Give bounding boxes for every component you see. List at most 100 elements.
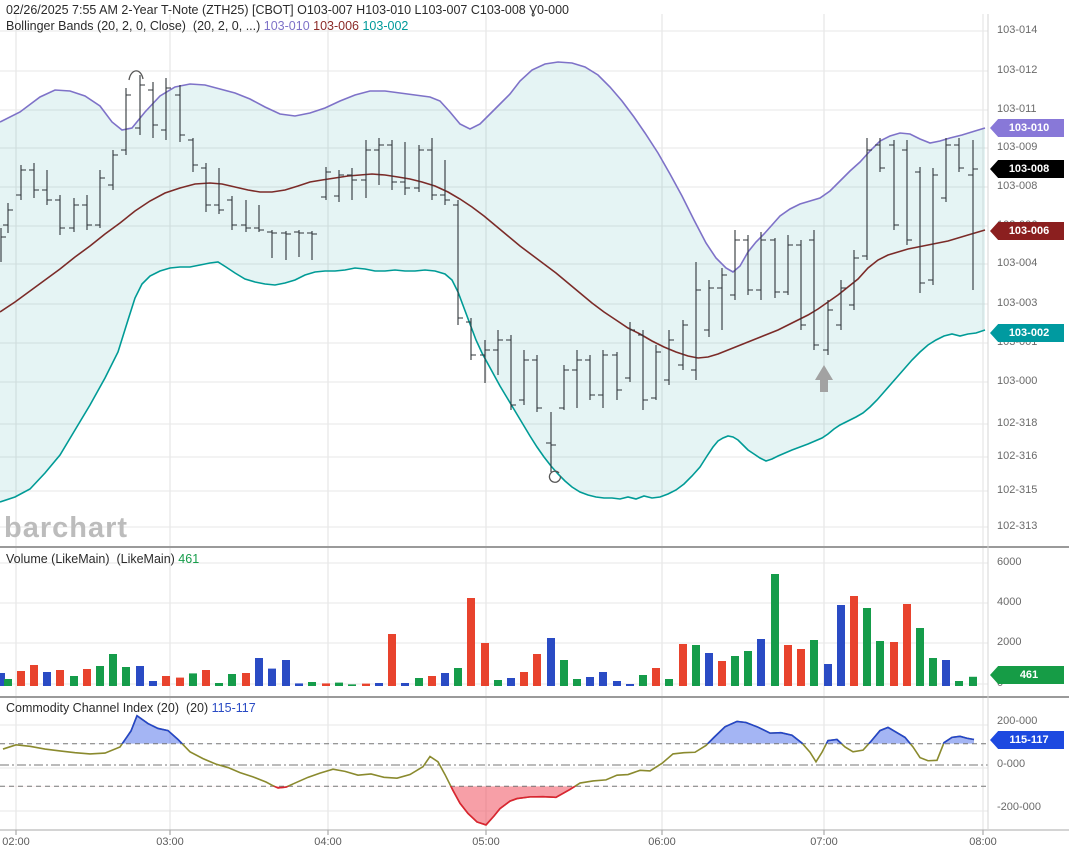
volume-bar [771, 574, 779, 686]
volume-bar [176, 677, 184, 686]
volume-bar [0, 673, 5, 686]
ohlc-bar [572, 350, 582, 408]
ohlc-bar [941, 138, 951, 202]
ohlc-bar [267, 230, 277, 258]
quote-header: 02/26/2025 7:55 AM 2-Year T-Note (ZTH25)… [6, 3, 570, 17]
y-axis-label-price: 102-318 [997, 417, 1038, 429]
ohlc-bar [414, 145, 424, 192]
y-axis-label-price: 103-008 [997, 180, 1038, 192]
cci-overbought-fill [3, 715, 974, 744]
ohlc-bar [532, 355, 542, 412]
badge-bollinger-upper: 103-010 [990, 119, 1064, 137]
y-axis-label-cci: 0-000 [997, 758, 1026, 770]
x-axis-label: 08:00 [969, 836, 997, 848]
volume-bar [837, 605, 845, 686]
volume-bar [757, 639, 765, 686]
volume-bar [573, 679, 581, 686]
volume-bar [797, 649, 805, 686]
volume-bar [295, 683, 303, 686]
cci-line-oversold [272, 786, 577, 826]
up-arrow-icon [815, 365, 833, 392]
bollinger-upper-line [0, 61, 986, 273]
ohlc-bar [0, 228, 6, 262]
ohlc-bar [135, 75, 145, 135]
ohlc-bar [875, 138, 885, 172]
ohlc-bar [400, 142, 410, 195]
ohlc-bar [16, 165, 26, 200]
ohlc-bar [175, 85, 185, 142]
cci-legend-label: Commodity Channel Index (20) (20) [6, 701, 212, 715]
ohlc-bar [493, 330, 503, 375]
ohlc-bar [889, 140, 899, 230]
volume-bar [401, 683, 409, 686]
bollinger-middle-value: 103-006 [313, 19, 359, 33]
volume-bar [415, 678, 423, 686]
volume-bar [83, 669, 91, 686]
volume-bar [969, 676, 977, 686]
volume-bar [547, 638, 555, 686]
volume-bar [639, 675, 647, 686]
ohlc-bar [188, 138, 198, 172]
y-axis-label-price: 103-009 [997, 141, 1038, 153]
volume-last-value: 461 [178, 552, 200, 566]
badge-bollinger-lower: 103-002 [990, 324, 1064, 342]
volume-bar [388, 634, 396, 686]
ohlc-bar [612, 352, 622, 400]
volume-bar [282, 660, 290, 686]
ohlc-bar [374, 138, 384, 185]
ohlc-bar [82, 195, 92, 230]
x-axis-label: 06:00 [648, 836, 676, 848]
volume-bar [731, 656, 739, 686]
volume-bar [109, 654, 117, 686]
ohlc-bar [453, 200, 463, 325]
ohlc-bar [254, 205, 264, 232]
volume-bar [520, 672, 528, 686]
ohlc-bar [783, 235, 793, 295]
ohlc-bar [214, 168, 224, 214]
volume-bar [70, 676, 78, 686]
ohlc-bar [42, 170, 52, 205]
ohlc-bar [546, 412, 556, 472]
volume-bar [242, 673, 250, 686]
ohlc-bar [928, 168, 938, 285]
y-axis-label-price: 103-003 [997, 297, 1038, 309]
volume-bar [955, 681, 963, 686]
arc-annotation-icon [128, 70, 144, 81]
volume-bar [533, 654, 541, 686]
ohlc-bar [466, 318, 476, 360]
ohlc-bar [559, 365, 569, 410]
volume-bar [784, 645, 792, 686]
ohlc-bar [361, 140, 371, 198]
ohlc-bar [387, 140, 397, 190]
ohlc-bar [902, 140, 912, 245]
badge-last-cci: 115-117 [990, 731, 1064, 749]
ohlc-bar [704, 280, 714, 337]
volume-legend-label: Volume (LikeMain) (LikeMain) [6, 552, 179, 566]
badge-last-volume: 461 [990, 666, 1064, 684]
ohlc-bar [148, 82, 158, 138]
cci-panel-legend: Commodity Channel Index (20) (20) 115-11… [6, 701, 256, 715]
ohlc-bars [0, 75, 978, 472]
ohlc-bar [29, 163, 39, 198]
volume-bar [268, 668, 276, 686]
volume-bar [560, 660, 568, 686]
ohlc-bar [334, 170, 344, 202]
ohlc-bar [281, 231, 291, 260]
y-axis-label-cci: -200-000 [997, 801, 1042, 813]
volume-bar [467, 598, 475, 686]
volume-bar [652, 668, 660, 686]
ohlc-bar [201, 163, 211, 212]
ohlc-bar [717, 268, 727, 330]
y-axis-label-cci: 200-000 [997, 715, 1038, 727]
volume-bar [362, 683, 370, 686]
y-axis-label-price: 102-315 [997, 484, 1038, 496]
x-axis-label: 02:00 [2, 836, 30, 848]
x-axis-label: 07:00 [810, 836, 838, 848]
ohlc-bar [69, 198, 79, 232]
ohlc-bar [161, 78, 171, 140]
volume-bar [335, 682, 343, 686]
volume-bars [0, 574, 977, 686]
ohlc-bar [664, 330, 674, 385]
ohlc-bar [954, 138, 964, 172]
